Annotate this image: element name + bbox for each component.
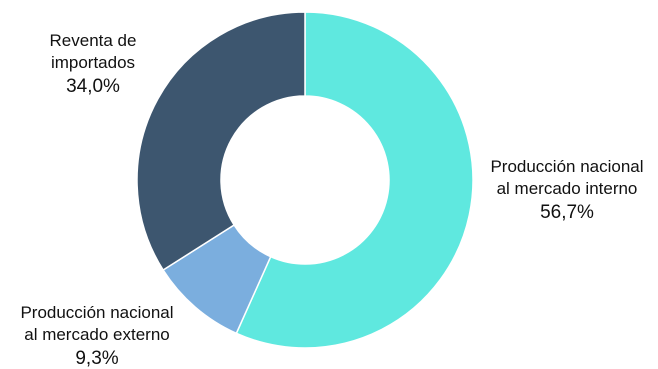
slice-label-line: Producción nacional: [20, 303, 173, 322]
slice-mercado-interno: [235, 11, 474, 349]
slice-value-reventa-importados: 34,0%: [66, 76, 120, 97]
slice-label-line: al mercado externo: [24, 325, 170, 344]
donut-slices: [136, 11, 474, 349]
slice-value-mercado-externo: 9,3%: [75, 348, 118, 369]
slice-label-reventa-importados: Reventa de importados 34,0%: [50, 31, 137, 97]
slice-label-line: Producción nacional: [490, 157, 643, 176]
slice-label-mercado-externo: Producción nacional al mercado externo 9,3…: [20, 303, 173, 369]
slice-label-line: importados: [51, 53, 135, 72]
slice-value-mercado-interno: 56,7%: [540, 202, 594, 223]
slice-label-line: al mercado interno: [497, 179, 638, 198]
slice-label-mercado-interno: Producción nacional al mercado interno 56,…: [490, 157, 643, 223]
slice-labels: Producción nacional al mercado interno 56,…: [20, 31, 643, 369]
slice-reventa-importados: [136, 11, 306, 272]
slice-label-line: Reventa de: [50, 31, 137, 50]
